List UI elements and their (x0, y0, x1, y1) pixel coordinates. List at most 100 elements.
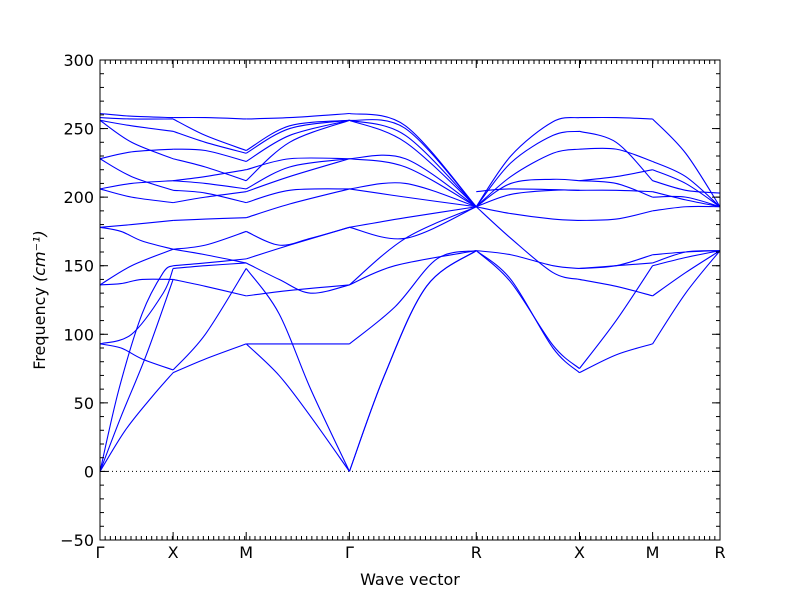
y-axis-label: Frequency (cm⁻¹) (30, 230, 49, 369)
band-line (99, 226, 174, 250)
x-tick-label: R (714, 543, 725, 562)
band-line (475, 178, 580, 208)
band-line (245, 268, 350, 472)
band-line (652, 180, 721, 194)
band-segment-1 (172, 116, 247, 374)
band-line (579, 254, 653, 270)
band-line (99, 188, 174, 204)
band-line (245, 226, 350, 246)
band-line (245, 119, 350, 182)
band-line (99, 180, 174, 190)
plot-background (100, 60, 720, 540)
band-line (579, 278, 653, 297)
band-line (246, 188, 350, 204)
band-line (349, 154, 477, 208)
band-segment-6 (652, 118, 721, 345)
band-line (173, 248, 247, 264)
axis-ticks: −50 0 50 100 150 200 250 300 Γ X M Γ R X M R (60, 51, 725, 562)
y-tick-label: 0 (84, 462, 94, 481)
band-line (579, 116, 653, 120)
band-line (652, 250, 721, 345)
band-line (246, 157, 350, 171)
band-line (245, 262, 350, 294)
band-line (246, 284, 350, 297)
band-segment-0 (99, 112, 174, 472)
band-line (173, 169, 247, 182)
y-tick-label: 200 (63, 188, 94, 207)
band-line (652, 250, 721, 267)
band-line (349, 182, 477, 208)
band-line (99, 248, 174, 286)
band-line (99, 278, 174, 286)
band-line (579, 210, 653, 222)
band-line (173, 116, 247, 120)
band-line (99, 219, 174, 228)
band-line (246, 112, 350, 120)
band-line (245, 119, 350, 162)
band-line (349, 250, 477, 286)
band-line (349, 119, 477, 208)
band-line (99, 158, 174, 191)
band-line (172, 268, 247, 371)
band-line (245, 343, 350, 472)
band-line (99, 148, 174, 160)
x-axis-label: Wave vector (360, 570, 460, 589)
band-line (579, 180, 653, 198)
x-tick-label: X (168, 543, 179, 562)
band-segment-2 (245, 112, 350, 472)
band-line (476, 188, 580, 193)
y-tick-label: −50 (60, 531, 94, 550)
band-line (652, 118, 721, 208)
band-line (99, 112, 174, 119)
band-line (172, 130, 247, 154)
band-line (173, 189, 247, 204)
band-line (173, 217, 247, 222)
band-line (173, 148, 247, 163)
x-tick-label: R (471, 543, 482, 562)
band-line (99, 279, 174, 472)
band-line (348, 250, 477, 472)
y-tick-label: 100 (63, 325, 94, 344)
band-segment-3 (348, 112, 477, 472)
y-tick-label: 300 (63, 51, 94, 70)
x-tick-label: M (646, 543, 660, 562)
x-tick-label: M (239, 543, 253, 562)
band-line (652, 205, 721, 212)
band-line (652, 250, 721, 256)
band-line (172, 343, 247, 374)
band-line (349, 119, 477, 208)
x-tick-label: X (574, 543, 585, 562)
band-line (246, 158, 350, 193)
band-line (172, 158, 247, 182)
band-line (99, 343, 174, 371)
band-line (99, 119, 174, 160)
band-line (579, 147, 653, 163)
y-tick-label: 50 (74, 394, 94, 413)
band-line (652, 169, 721, 208)
band-line (349, 206, 477, 228)
band-line (173, 230, 247, 250)
band-line (349, 250, 477, 345)
band-line (172, 278, 247, 297)
y-tick-label: 250 (63, 120, 94, 139)
band-line (476, 250, 580, 270)
band-line (349, 158, 477, 208)
band-line (99, 119, 174, 132)
y-axis-label-unit: (cm⁻¹) (30, 230, 49, 282)
band-segment-5 (579, 116, 654, 374)
band-line (173, 180, 247, 190)
band-line (99, 372, 174, 472)
band-line (172, 118, 247, 152)
band-line (652, 250, 721, 297)
band-line (245, 119, 350, 151)
band-line (652, 191, 721, 208)
y-axis-label-main: Frequency (30, 287, 49, 370)
x-tick-label: Γ (96, 543, 105, 562)
band-lines (99, 112, 721, 472)
y-tick-label: 150 (63, 257, 94, 276)
band-line (173, 191, 247, 204)
band-line (579, 189, 653, 193)
band-line (99, 117, 174, 120)
band-line (246, 188, 350, 219)
